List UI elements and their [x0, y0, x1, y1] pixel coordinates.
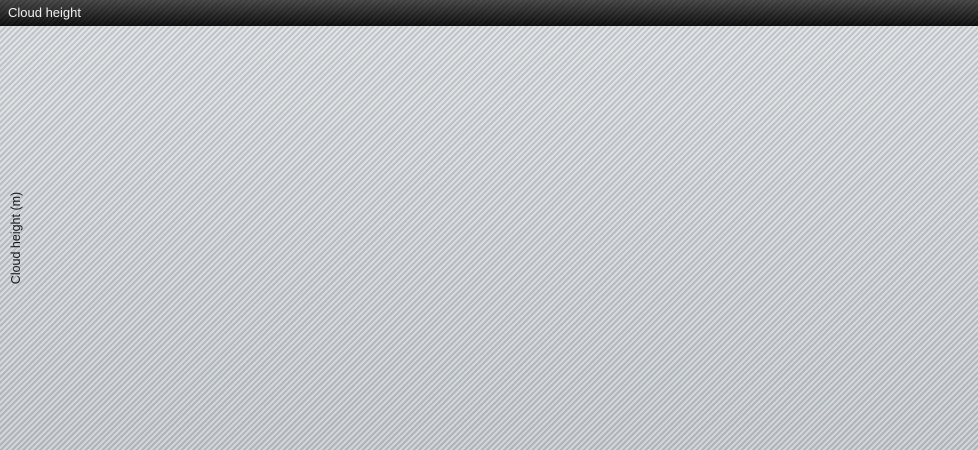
svg-text:Cloud height (m): Cloud height (m)	[9, 192, 23, 284]
